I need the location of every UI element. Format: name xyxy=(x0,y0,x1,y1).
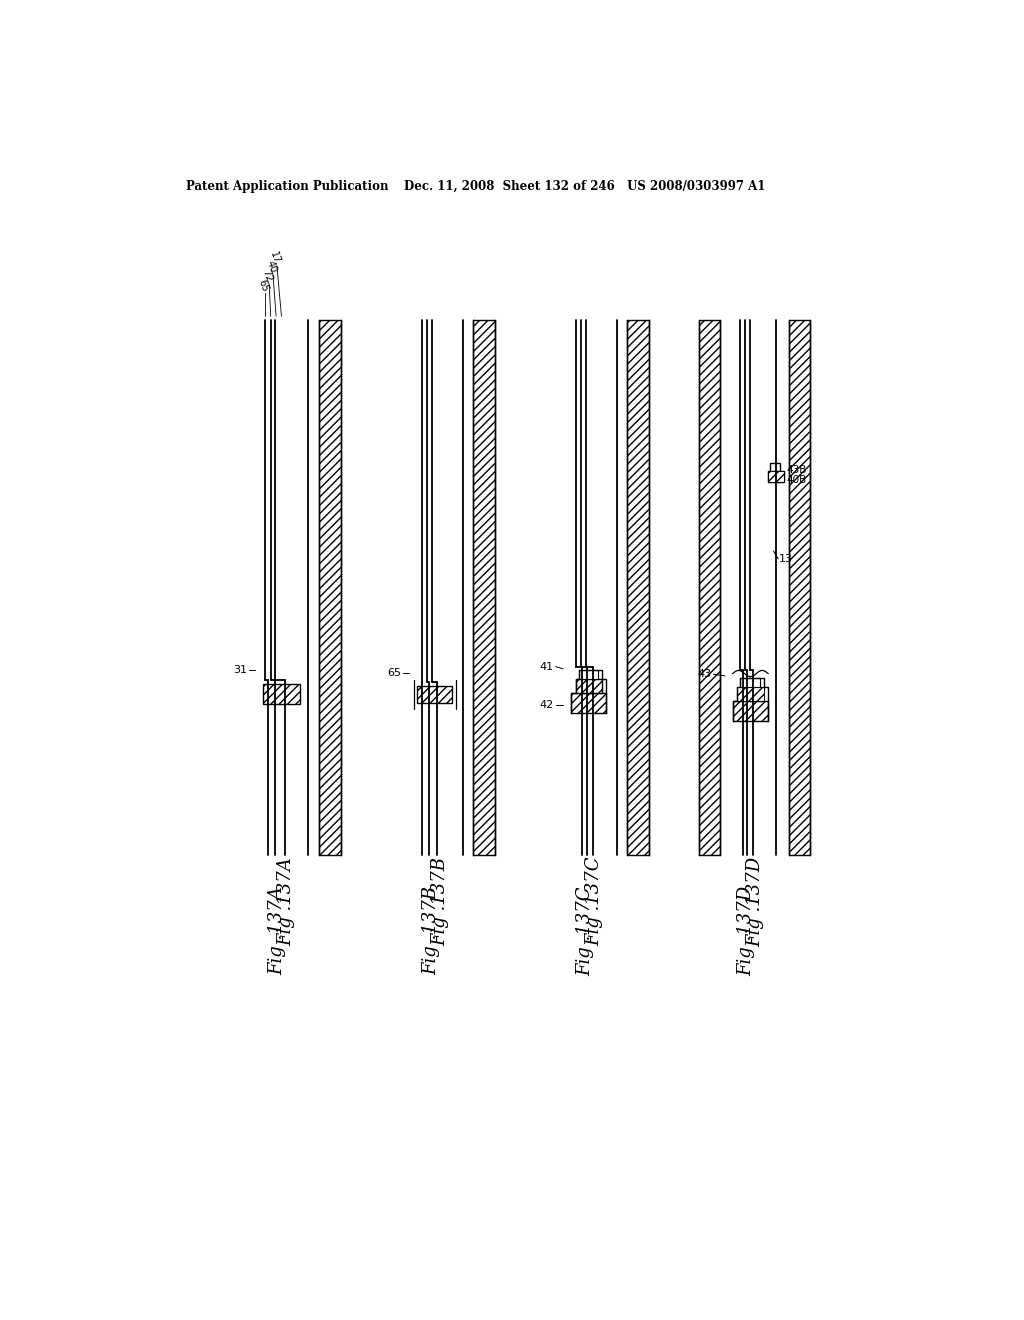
Text: 17: 17 xyxy=(268,251,283,265)
Text: 42: 42 xyxy=(540,700,554,710)
Bar xyxy=(740,678,761,688)
Bar xyxy=(698,321,720,855)
Text: 41: 41 xyxy=(540,661,554,672)
Bar xyxy=(788,321,810,855)
Bar xyxy=(580,669,598,678)
Text: 72: 72 xyxy=(261,269,274,284)
Text: Fig .137A: Fig .137A xyxy=(276,857,295,946)
Text: Fig .137C: Fig .137C xyxy=(585,857,603,946)
Text: 65: 65 xyxy=(257,279,270,293)
Bar xyxy=(628,321,649,855)
Text: Fig .137B: Fig .137B xyxy=(431,857,449,946)
Text: Fig .137D: Fig .137D xyxy=(746,857,765,946)
Bar xyxy=(263,684,300,704)
Text: 13: 13 xyxy=(779,554,793,564)
Text: Fig .137A: Fig .137A xyxy=(268,886,286,974)
Bar xyxy=(417,686,453,702)
Bar xyxy=(575,678,602,693)
Text: 40B: 40B xyxy=(786,475,807,486)
Text: 43B: 43B xyxy=(786,465,807,475)
Bar xyxy=(736,688,764,701)
Text: 65: 65 xyxy=(388,668,401,677)
Text: 40: 40 xyxy=(264,260,279,275)
Bar xyxy=(770,463,780,471)
Bar xyxy=(571,693,606,713)
Text: 43: 43 xyxy=(697,669,712,680)
Text: Fig .137B: Fig .137B xyxy=(422,886,440,975)
Bar xyxy=(768,471,783,482)
Bar xyxy=(768,471,783,482)
Text: Fig .137D: Fig .137D xyxy=(737,886,756,977)
Text: Fig .137C: Fig .137C xyxy=(575,886,594,975)
Text: Patent Application Publication: Patent Application Publication xyxy=(186,180,388,193)
Bar xyxy=(473,321,495,855)
Text: Dec. 11, 2008  Sheet 132 of 246   US 2008/0303997 A1: Dec. 11, 2008 Sheet 132 of 246 US 2008/0… xyxy=(403,180,765,193)
Bar xyxy=(319,321,341,855)
Text: 31: 31 xyxy=(233,665,248,676)
Bar xyxy=(733,701,768,721)
